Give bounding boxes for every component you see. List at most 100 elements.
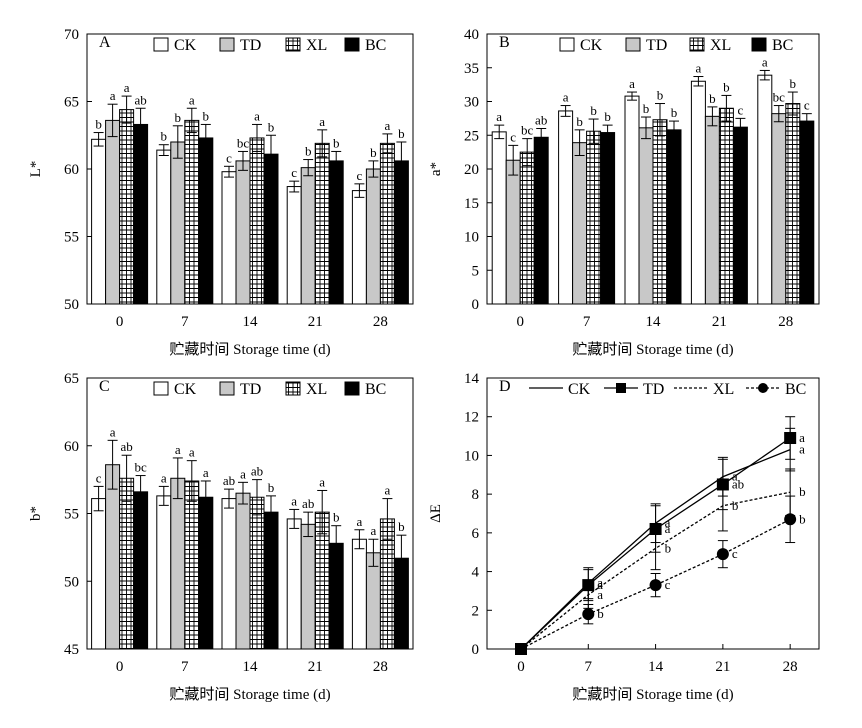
bar-xl <box>587 131 601 304</box>
y-tick-label: 50 <box>64 574 79 590</box>
bar-td <box>106 465 120 649</box>
bar-bc <box>199 138 213 304</box>
x-tick-label: 21 <box>712 314 727 330</box>
x-tick-label: 21 <box>715 659 730 675</box>
bar-xl <box>120 478 134 649</box>
bar-bc <box>329 161 343 304</box>
significance-label: b <box>333 510 340 525</box>
significance-label: ab <box>120 439 132 454</box>
bar-bc <box>601 133 615 304</box>
y-tick-label: 15 <box>464 196 479 212</box>
significance-label: c <box>738 102 744 117</box>
y-tick-label: 5 <box>472 263 480 279</box>
significance-label: a <box>189 92 195 107</box>
bar-td <box>366 169 380 304</box>
bar-ck <box>559 111 573 304</box>
x-tick-label: 21 <box>308 314 323 330</box>
point-bc <box>650 579 662 591</box>
legend-swatch-ck <box>154 382 168 395</box>
bar-td <box>301 524 315 649</box>
significance-label: b <box>799 484 806 499</box>
legend-label-td: TD <box>643 381 664 398</box>
legend-label-ck: CK <box>580 37 603 54</box>
x-axis-label: 贮藏时间 Storage time (d) <box>572 341 733 358</box>
significance-label: c <box>226 150 232 165</box>
significance-label: b <box>576 114 583 129</box>
y-tick-label: 65 <box>64 371 79 387</box>
y-axis-label: a* <box>428 162 444 176</box>
y-tick-label: 45 <box>64 642 79 658</box>
legend-label-bc: BC <box>365 381 386 398</box>
legend-label-td: TD <box>240 37 261 54</box>
significance-label: a <box>110 424 116 439</box>
legend-label-bc: BC <box>365 37 386 54</box>
x-tick-label: 14 <box>646 314 662 330</box>
bar-ck <box>287 187 301 304</box>
legend-label-xl: XL <box>713 381 734 398</box>
y-tick-label: 60 <box>64 162 79 178</box>
x-tick-label: 14 <box>243 659 259 675</box>
bar-bc <box>264 154 278 304</box>
x-tick-label: 28 <box>783 659 798 675</box>
significance-label: a <box>291 493 297 508</box>
significance-label: b <box>671 105 678 120</box>
significance-label: a <box>240 466 246 481</box>
significance-label: bc <box>237 135 250 150</box>
significance-label: b <box>268 480 275 495</box>
x-tick-label: 7 <box>585 659 593 675</box>
bar-xl <box>250 138 264 304</box>
significance-label: b <box>95 117 102 132</box>
significance-label: b <box>333 135 340 150</box>
bar-ck <box>157 496 171 649</box>
significance-label: a <box>563 90 569 105</box>
x-tick-label: 14 <box>648 659 664 675</box>
significance-label: c <box>357 168 363 183</box>
x-tick-label: 0 <box>516 314 524 330</box>
significance-label: b <box>398 519 405 534</box>
bar-td <box>106 120 120 304</box>
significance-label: a <box>597 587 603 602</box>
significance-label: a <box>203 465 209 480</box>
bar-td <box>639 128 653 304</box>
bar-ck <box>92 499 106 649</box>
bar-ck <box>625 96 639 304</box>
significance-label: a <box>189 445 195 460</box>
y-tick-label: 65 <box>64 95 79 111</box>
legend-label-xl: XL <box>306 37 327 54</box>
legend-marker-td <box>616 383 626 393</box>
bar-ck <box>222 499 236 649</box>
bar-ck <box>222 172 236 304</box>
bar-ck <box>157 150 171 304</box>
legend-label-bc: BC <box>785 381 806 398</box>
bar-bc <box>134 124 148 304</box>
legend-swatch-bc <box>345 382 359 395</box>
significance-label: a <box>629 76 635 91</box>
bar-xl <box>719 108 733 304</box>
significance-label: ab <box>251 464 263 479</box>
y-tick-label: 10 <box>464 230 479 246</box>
legend-swatch-xl <box>286 38 300 51</box>
bar-td <box>301 168 315 304</box>
significance-label: a <box>357 514 363 529</box>
bar-td <box>236 161 250 304</box>
significance-label: ab <box>302 496 314 511</box>
significance-label: c <box>732 546 738 561</box>
bar-xl <box>185 120 199 304</box>
y-tick-label: 60 <box>64 439 79 455</box>
bar-bc <box>534 137 548 304</box>
bar-xl <box>250 497 264 649</box>
legend-swatch-td <box>220 382 234 395</box>
bar-td <box>573 143 587 304</box>
significance-label: a <box>124 80 130 95</box>
significance-label: a <box>110 88 116 103</box>
significance-label: b <box>398 126 405 141</box>
significance-label: a <box>496 109 502 124</box>
bar-td <box>366 553 380 649</box>
significance-label: b <box>161 129 168 144</box>
bar-bc <box>134 492 148 649</box>
y-tick-label: 0 <box>472 297 480 313</box>
